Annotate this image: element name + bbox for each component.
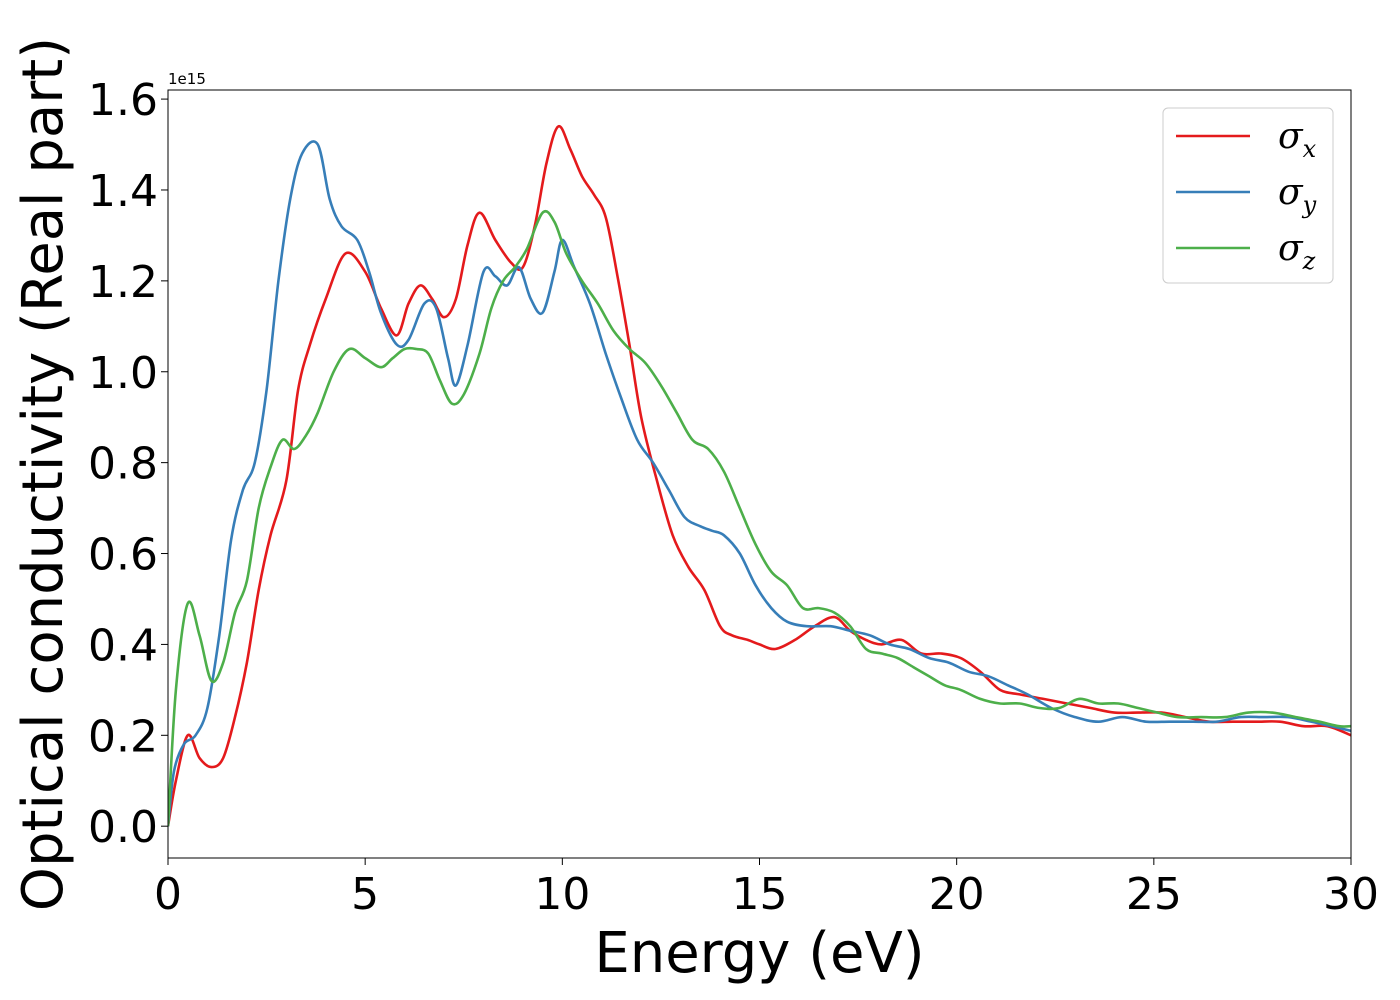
x-tick-label: 5: [351, 869, 379, 920]
y-tick-label: 0.8: [88, 439, 158, 490]
legend-subscript: y: [1302, 191, 1317, 219]
series-line-sigma-z: [168, 209, 1351, 827]
series-line-sigma-x: [168, 125, 1351, 827]
ticks-layer: 0 5 10 15 20 25 30 0.0 0.2 0.4 0.6 0.8 1.0 1.2 1.4 1.6: [88, 75, 1379, 920]
legend-subscript: z: [1302, 247, 1316, 275]
y-tick-label: 1.0: [88, 348, 158, 399]
x-tick-label: 20: [929, 869, 985, 920]
y-tick-label: 1.6: [88, 75, 158, 126]
x-tick-label: 10: [534, 869, 590, 920]
y-tick-label: 1.4: [88, 166, 158, 217]
y-tick-label: 0.2: [88, 711, 158, 762]
x-tick-label: 0: [154, 869, 182, 920]
y-tick-label: 1.2: [88, 257, 158, 308]
legend-symbol: σ: [1278, 228, 1304, 269]
y-tick-label: 0.0: [88, 802, 158, 853]
legend-subscript: x: [1303, 135, 1317, 163]
legend-symbol: σ: [1278, 116, 1304, 157]
legend-box: [1162, 107, 1334, 284]
x-tick-label: 30: [1323, 869, 1379, 920]
legend-symbol: σ: [1278, 172, 1304, 213]
y-axis-title: Optical conductivity (Real part): [11, 37, 76, 911]
legend-label-sigma-z: σz: [1278, 228, 1316, 275]
y-tick-label: 0.4: [88, 620, 158, 671]
legend-label-sigma-y: σy: [1278, 172, 1317, 219]
series-line-sigma-y: [168, 140, 1351, 827]
x-tick-label: 25: [1126, 869, 1182, 920]
x-axis-title: Energy (eV): [594, 921, 924, 986]
y-tick-label: 0.6: [88, 530, 158, 581]
x-tick-label: 15: [732, 869, 788, 920]
legend-label-sigma-x: σx: [1278, 116, 1317, 163]
y-offset-label: 1e15: [168, 70, 206, 88]
series-layer: [168, 125, 1351, 827]
